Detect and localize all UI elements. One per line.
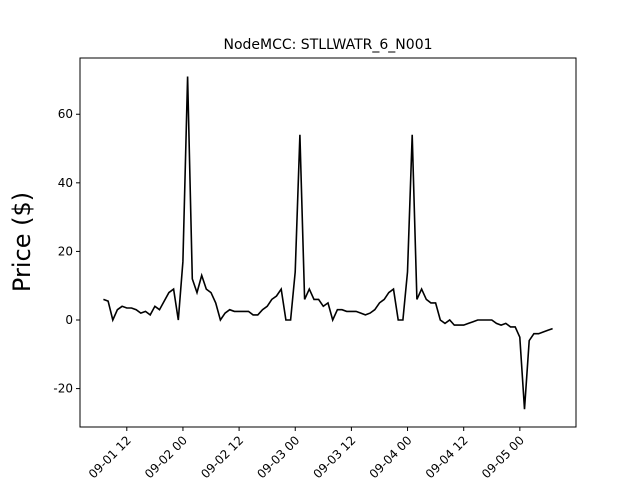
y-axis-label: Price ($) bbox=[8, 192, 36, 292]
chart-title: NodeMCC: STLLWATR_6_N001 bbox=[223, 37, 432, 53]
x-tick-label: 09-02 00 bbox=[142, 433, 190, 480]
plot-frame bbox=[79, 57, 577, 428]
y-tick-label: 40 bbox=[58, 176, 73, 190]
line bbox=[103, 76, 553, 410]
x-tick-label: 09-01 12 bbox=[86, 433, 134, 480]
x-tick-label: 09-02 12 bbox=[198, 433, 246, 480]
y-tick-label: 20 bbox=[58, 244, 73, 258]
x-tick-label: 09-04 00 bbox=[367, 433, 415, 480]
y-tick-label: 0 bbox=[65, 313, 73, 327]
y-tick-label: -20 bbox=[53, 382, 73, 396]
x-tick-label: 09-04 12 bbox=[423, 433, 471, 480]
x-tick-label: 09-05 00 bbox=[479, 433, 527, 480]
y-tick-label: 60 bbox=[58, 107, 73, 121]
x-tick-label: 09-03 12 bbox=[310, 433, 358, 480]
x-tick-label: 09-03 00 bbox=[254, 433, 302, 480]
